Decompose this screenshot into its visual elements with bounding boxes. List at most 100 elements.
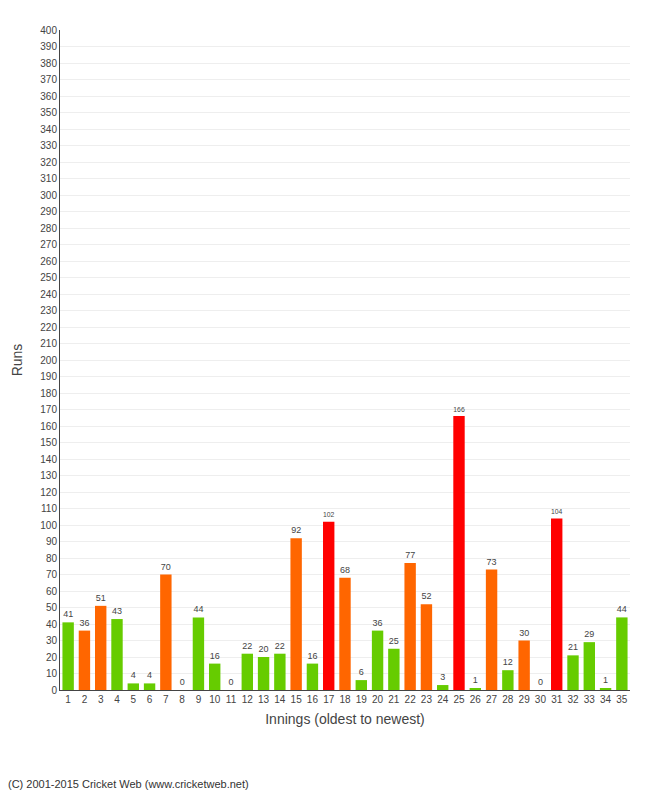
svg-text:8: 8 <box>179 694 185 705</box>
svg-text:110: 110 <box>41 503 57 514</box>
svg-text:50: 50 <box>46 602 58 613</box>
svg-text:70: 70 <box>46 569 58 580</box>
svg-text:270: 270 <box>40 239 57 250</box>
svg-text:140: 140 <box>40 454 57 465</box>
svg-text:230: 230 <box>40 305 57 316</box>
svg-text:3: 3 <box>440 672 445 682</box>
svg-text:43: 43 <box>112 606 122 616</box>
svg-text:10: 10 <box>209 694 221 705</box>
svg-text:92: 92 <box>291 525 301 535</box>
svg-text:36: 36 <box>79 618 89 628</box>
svg-text:180: 180 <box>40 388 57 399</box>
svg-text:51: 51 <box>96 593 106 603</box>
svg-text:16: 16 <box>307 651 317 661</box>
svg-text:250: 250 <box>40 272 57 283</box>
svg-text:4: 4 <box>131 670 136 680</box>
svg-text:220: 220 <box>40 322 57 333</box>
svg-text:52: 52 <box>421 591 431 601</box>
svg-text:3: 3 <box>98 694 104 705</box>
svg-text:73: 73 <box>487 557 497 567</box>
svg-text:190: 190 <box>40 371 57 382</box>
svg-text:22: 22 <box>275 641 285 651</box>
svg-text:33: 33 <box>584 694 596 705</box>
svg-text:32: 32 <box>567 694 579 705</box>
svg-text:Runs: Runs <box>9 344 25 377</box>
svg-text:104: 104 <box>551 508 563 515</box>
svg-text:5: 5 <box>131 694 137 705</box>
svg-text:9: 9 <box>196 694 202 705</box>
svg-text:44: 44 <box>617 604 627 614</box>
svg-text:11: 11 <box>226 694 237 705</box>
svg-text:0: 0 <box>51 685 57 696</box>
svg-text:102: 102 <box>323 511 335 518</box>
svg-text:120: 120 <box>40 487 57 498</box>
svg-text:12: 12 <box>503 657 513 667</box>
svg-text:390: 390 <box>40 41 57 52</box>
svg-text:370: 370 <box>40 74 57 85</box>
svg-text:130: 130 <box>40 470 57 481</box>
svg-text:1: 1 <box>65 694 71 705</box>
svg-text:30: 30 <box>519 628 529 638</box>
svg-text:340: 340 <box>40 124 57 135</box>
svg-text:166: 166 <box>453 406 465 413</box>
svg-text:20: 20 <box>259 644 269 654</box>
svg-text:(C) 2001-2015 Cricket Web (www: (C) 2001-2015 Cricket Web (www.cricketwe… <box>8 778 249 790</box>
svg-text:4: 4 <box>147 670 152 680</box>
svg-text:330: 330 <box>40 140 57 151</box>
svg-text:19: 19 <box>356 694 368 705</box>
svg-text:17: 17 <box>323 694 335 705</box>
svg-text:150: 150 <box>40 437 57 448</box>
svg-text:44: 44 <box>193 604 203 614</box>
svg-text:7: 7 <box>163 694 169 705</box>
svg-text:36: 36 <box>373 618 383 628</box>
svg-text:310: 310 <box>40 173 57 184</box>
svg-text:350: 350 <box>40 107 57 118</box>
svg-text:16: 16 <box>307 694 319 705</box>
svg-text:170: 170 <box>40 404 57 415</box>
svg-text:16: 16 <box>210 651 220 661</box>
svg-text:14: 14 <box>274 694 286 705</box>
svg-text:380: 380 <box>40 58 57 69</box>
svg-text:77: 77 <box>405 550 415 560</box>
svg-text:6: 6 <box>147 694 153 705</box>
svg-text:60: 60 <box>46 586 58 597</box>
svg-text:25: 25 <box>389 636 399 646</box>
svg-text:320: 320 <box>40 157 57 168</box>
svg-text:35: 35 <box>616 694 628 705</box>
svg-text:24: 24 <box>437 694 449 705</box>
svg-text:260: 260 <box>40 256 57 267</box>
svg-text:30: 30 <box>46 635 58 646</box>
svg-text:6: 6 <box>359 667 364 677</box>
svg-text:13: 13 <box>258 694 270 705</box>
svg-text:200: 200 <box>40 355 57 366</box>
svg-text:22: 22 <box>242 641 252 651</box>
svg-text:40: 40 <box>46 619 58 630</box>
svg-text:18: 18 <box>339 694 351 705</box>
svg-text:240: 240 <box>40 289 57 300</box>
svg-text:100: 100 <box>40 520 57 531</box>
svg-text:300: 300 <box>40 190 57 201</box>
svg-text:29: 29 <box>519 694 531 705</box>
svg-text:290: 290 <box>40 206 57 217</box>
svg-text:29: 29 <box>584 629 594 639</box>
svg-text:360: 360 <box>40 91 57 102</box>
svg-text:90: 90 <box>46 536 58 547</box>
svg-text:23: 23 <box>421 694 433 705</box>
svg-text:28: 28 <box>502 694 514 705</box>
svg-text:2: 2 <box>82 694 88 705</box>
svg-text:68: 68 <box>340 565 350 575</box>
svg-text:34: 34 <box>600 694 612 705</box>
svg-text:1: 1 <box>603 675 608 685</box>
svg-text:Innings (oldest to newest): Innings (oldest to newest) <box>265 711 425 727</box>
svg-text:41: 41 <box>63 609 73 619</box>
svg-text:20: 20 <box>372 694 384 705</box>
svg-text:25: 25 <box>453 694 465 705</box>
svg-text:280: 280 <box>40 223 57 234</box>
svg-text:4: 4 <box>114 694 120 705</box>
svg-text:400: 400 <box>40 25 57 36</box>
svg-text:26: 26 <box>470 694 482 705</box>
svg-text:0: 0 <box>228 677 233 687</box>
svg-text:31: 31 <box>551 694 563 705</box>
svg-text:70: 70 <box>161 562 171 572</box>
svg-text:20: 20 <box>46 652 58 663</box>
